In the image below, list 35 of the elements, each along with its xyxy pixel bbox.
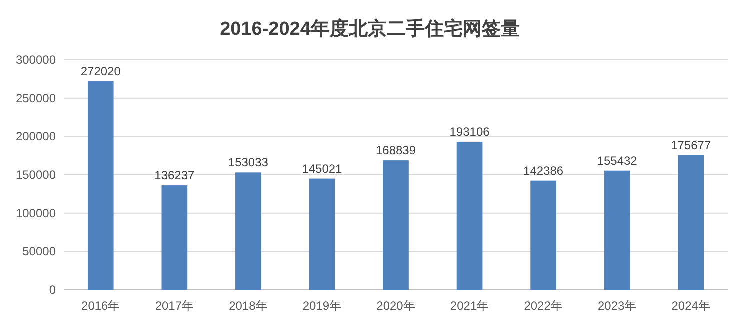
y-tick-label: 50000 [22,244,56,259]
data-label: 155432 [597,154,638,168]
y-tick-label: 250000 [16,91,56,106]
x-tick-label: 2017年 [155,299,194,313]
y-tick-label: 150000 [16,168,56,182]
x-tick-label: 2020年 [376,299,416,313]
x-tick-label: 2022年 [524,299,563,313]
bar [530,180,556,290]
bar [678,155,704,290]
data-label: 153033 [228,156,269,170]
data-label: 168839 [376,144,416,158]
x-tick-label: 2023年 [598,299,637,313]
bar [162,186,188,290]
bar [309,178,336,290]
bar [383,160,409,290]
bar [604,170,630,290]
y-tick-label: 200000 [16,130,56,144]
x-tick-label: 2021年 [450,299,490,313]
y-tick-label: 300000 [16,53,56,67]
data-label: 272020 [80,64,122,78]
bar [456,142,483,290]
data-label: 145021 [302,162,343,176]
data-label: 193106 [450,124,490,139]
x-tick-label: 2019年 [302,299,342,313]
y-tick-label: 100000 [16,206,56,220]
x-tick-label: 2024年 [672,299,710,313]
chart-title: 2016-2024年度北京二手住宅网签量 [220,18,520,40]
bar [236,172,262,290]
data-label: 136237 [154,168,196,183]
y-tick-label: 0 [49,283,56,297]
bar [88,81,114,290]
data-label: 142386 [524,164,564,178]
data-label: 175677 [671,138,712,152]
x-tick-label: 2016年 [82,299,120,313]
x-tick-label: 2018年 [229,299,268,313]
